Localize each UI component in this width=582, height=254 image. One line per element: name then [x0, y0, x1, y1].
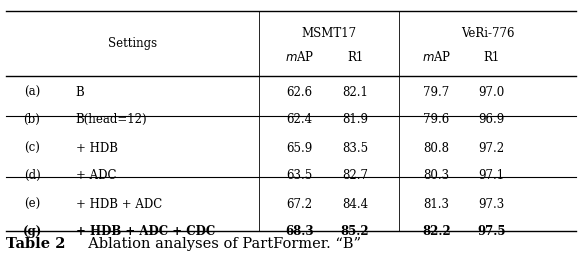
Text: MSMT17: MSMT17	[301, 26, 356, 40]
Text: 85.2: 85.2	[340, 225, 370, 238]
Text: 80.8: 80.8	[424, 142, 449, 155]
Text: + HDB + ADC + CDC: + HDB + ADC + CDC	[76, 225, 215, 238]
Text: 63.5: 63.5	[286, 169, 313, 182]
Text: Settings: Settings	[108, 37, 157, 50]
Text: 82.1: 82.1	[342, 86, 368, 99]
Text: 65.9: 65.9	[286, 142, 313, 155]
Text: (c): (c)	[24, 142, 40, 155]
Text: 68.3: 68.3	[285, 225, 314, 238]
Text: 97.5: 97.5	[478, 225, 506, 238]
Text: 96.9: 96.9	[478, 113, 505, 126]
Text: B(head=12): B(head=12)	[76, 113, 147, 126]
Text: R1: R1	[347, 51, 363, 64]
Text: 84.4: 84.4	[342, 198, 368, 211]
Text: + HDB + ADC: + HDB + ADC	[76, 198, 162, 211]
Text: 97.1: 97.1	[479, 169, 505, 182]
Text: Ablation analyses of PartFormer. “B”: Ablation analyses of PartFormer. “B”	[79, 237, 361, 251]
Text: 97.0: 97.0	[478, 86, 505, 99]
Text: (a): (a)	[24, 86, 40, 99]
Text: (g): (g)	[22, 225, 42, 238]
Text: 62.4: 62.4	[287, 113, 313, 126]
Text: 97.2: 97.2	[479, 142, 505, 155]
Text: 80.3: 80.3	[424, 169, 449, 182]
Text: 83.5: 83.5	[342, 142, 368, 155]
Text: 67.2: 67.2	[287, 198, 313, 211]
Text: (d): (d)	[24, 169, 40, 182]
Text: B: B	[76, 86, 84, 99]
Text: $m$AP: $m$AP	[285, 50, 314, 64]
Text: + HDB: + HDB	[76, 142, 118, 155]
Text: R1: R1	[484, 51, 500, 64]
Text: 81.3: 81.3	[424, 198, 449, 211]
Text: Table 2: Table 2	[6, 237, 65, 251]
Text: 81.9: 81.9	[342, 113, 368, 126]
Text: 62.6: 62.6	[287, 86, 313, 99]
Text: + ADC: + ADC	[76, 169, 116, 182]
Text: (b): (b)	[24, 113, 40, 126]
Text: 82.2: 82.2	[422, 225, 451, 238]
Text: 82.7: 82.7	[342, 169, 368, 182]
Text: (e): (e)	[24, 198, 40, 211]
Text: VeRi-776: VeRi-776	[461, 26, 514, 40]
Text: $m$AP: $m$AP	[422, 50, 451, 64]
Text: 79.7: 79.7	[423, 86, 450, 99]
Text: 79.6: 79.6	[423, 113, 450, 126]
Text: 97.3: 97.3	[478, 198, 505, 211]
